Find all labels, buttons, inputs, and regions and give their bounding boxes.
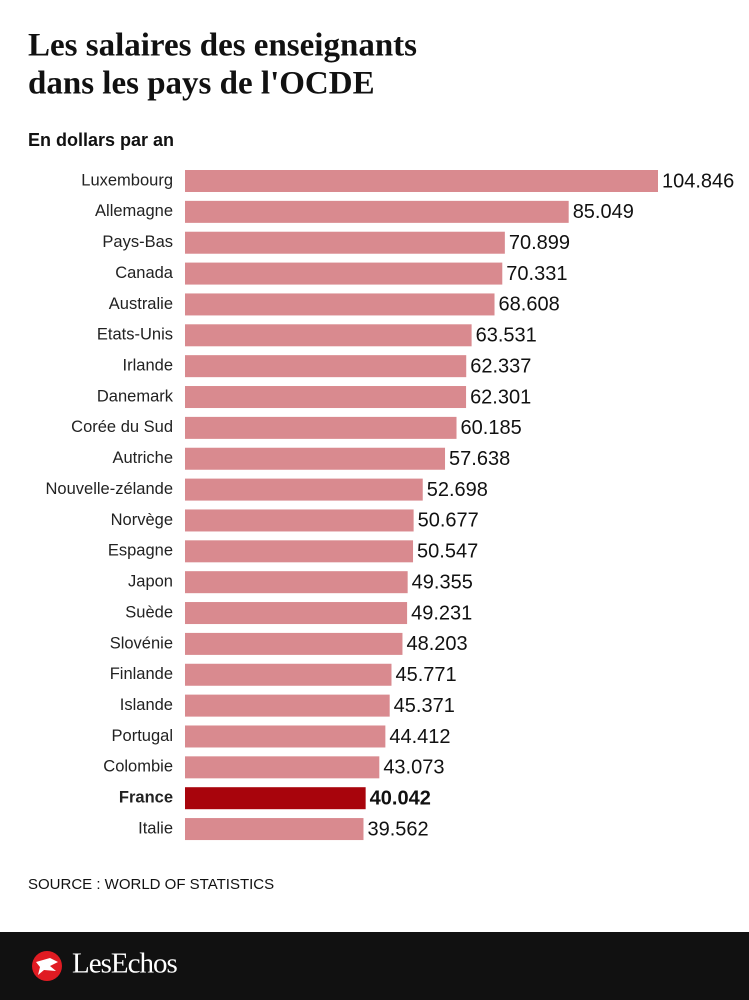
category-label: France (119, 789, 173, 807)
category-label: Irlande (123, 357, 173, 375)
value-label: 57.638 (449, 448, 510, 470)
value-label: 45.371 (394, 695, 455, 717)
bar (185, 416, 457, 439)
chart-title: Les salaires des enseignants (28, 28, 417, 64)
category-label: Espagne (108, 542, 173, 560)
value-label: 45.771 (395, 664, 456, 686)
category-label: Autriche (112, 449, 173, 467)
value-label: 85.049 (573, 201, 634, 223)
value-label: 44.412 (389, 726, 450, 748)
bar (185, 447, 446, 470)
value-label: 43.073 (383, 757, 444, 779)
bar (185, 262, 503, 285)
value-label: 50.677 (418, 510, 479, 532)
category-label: Luxembourg (81, 171, 173, 189)
source: SOURCE : WORLD OF STATISTICS (28, 876, 274, 893)
category-label: Pays-Bas (102, 233, 173, 251)
bar (185, 602, 408, 625)
category-label: Australie (109, 295, 173, 313)
brand: LesEchos (72, 948, 177, 980)
category-label: Finlande (110, 665, 173, 683)
bar (185, 818, 364, 841)
bar (185, 355, 467, 378)
category-label: Slovénie (110, 634, 173, 652)
bar (185, 478, 423, 501)
chart-title: dans les pays de l'OCDE (28, 66, 375, 102)
category-label: Danemark (97, 387, 174, 405)
bar (185, 571, 408, 594)
bar (185, 632, 403, 655)
value-label: 52.698 (427, 479, 488, 501)
value-label: 70.899 (509, 232, 570, 254)
category-label: Islande (120, 696, 173, 714)
subtitle: En dollars par an (28, 130, 174, 150)
value-label: 39.562 (367, 818, 428, 840)
value-label: 70.331 (506, 263, 567, 285)
bar (185, 540, 414, 563)
value-label: 48.203 (406, 633, 467, 655)
bar (185, 386, 467, 409)
category-label: Suède (125, 603, 173, 621)
value-label: 62.301 (470, 386, 531, 408)
value-label: 40.042 (370, 787, 431, 809)
bar (185, 324, 472, 347)
bar (185, 509, 414, 532)
bar (185, 231, 505, 254)
bar (185, 293, 495, 316)
bar (185, 756, 380, 779)
category-label: Portugal (112, 727, 173, 745)
bar (185, 787, 366, 810)
category-label: Corée du Sud (71, 418, 173, 436)
value-label: 63.531 (476, 325, 537, 347)
bar (185, 694, 390, 717)
value-label: 62.337 (470, 355, 531, 377)
category-label: Norvège (111, 511, 173, 529)
value-label: 104.846 (662, 170, 734, 192)
value-label: 68.608 (499, 294, 560, 316)
bar (185, 170, 658, 192)
bar (185, 663, 392, 686)
brand-logo (32, 951, 62, 981)
category-label: Etats-Unis (97, 326, 173, 344)
category-label: Allemagne (95, 202, 173, 220)
bar (185, 200, 569, 223)
value-label: 49.231 (411, 602, 472, 624)
value-label: 60.185 (461, 417, 522, 439)
footer-band (0, 932, 749, 1000)
bar (185, 725, 386, 748)
category-label: Italie (138, 819, 173, 837)
category-label: Canada (115, 264, 174, 282)
value-label: 49.355 (412, 571, 473, 593)
category-label: Japon (128, 573, 173, 591)
category-label: Colombie (103, 758, 173, 776)
value-label: 50.547 (417, 541, 478, 563)
category-label: Nouvelle-zélande (46, 480, 174, 498)
